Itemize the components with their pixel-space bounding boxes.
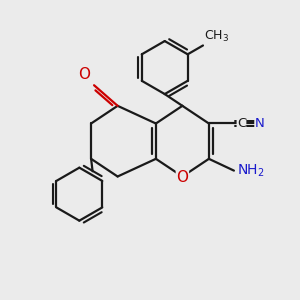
Text: N: N xyxy=(254,117,264,130)
Text: NH$_2$: NH$_2$ xyxy=(237,162,265,179)
Text: CH$_3$: CH$_3$ xyxy=(204,29,230,44)
Text: O: O xyxy=(78,67,90,82)
Text: C: C xyxy=(237,117,246,130)
Text: O: O xyxy=(176,170,188,185)
